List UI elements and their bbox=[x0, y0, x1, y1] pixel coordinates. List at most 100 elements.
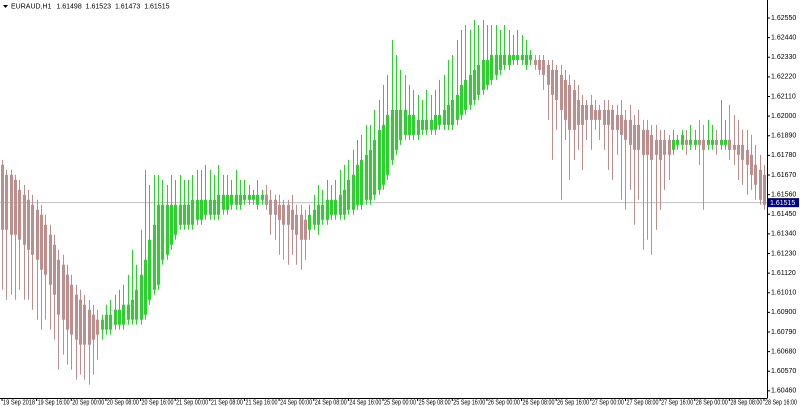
candle-body bbox=[96, 319, 99, 335]
candle-body bbox=[352, 174, 355, 210]
candle-body bbox=[720, 139, 723, 145]
candle-body bbox=[560, 74, 563, 110]
symbol-menu-arrow[interactable] bbox=[3, 5, 8, 8]
candle-body bbox=[637, 124, 640, 150]
candle-body bbox=[655, 139, 658, 155]
candle-body bbox=[187, 204, 190, 225]
candle-body bbox=[40, 214, 43, 270]
candle-body bbox=[642, 129, 645, 155]
candle-body bbox=[10, 174, 13, 235]
candle-body bbox=[663, 139, 666, 155]
header-open: 1.61498 bbox=[56, 3, 81, 10]
candle-body bbox=[521, 54, 524, 60]
candle-body bbox=[438, 114, 441, 125]
candle-body bbox=[373, 139, 376, 195]
candle-body bbox=[183, 204, 186, 225]
candle-body bbox=[754, 164, 757, 185]
candle-body bbox=[464, 79, 467, 110]
candle-body bbox=[101, 319, 104, 330]
candle-body bbox=[728, 139, 731, 150]
candle-body bbox=[230, 194, 233, 205]
candle-body bbox=[265, 194, 268, 205]
candle-body bbox=[135, 289, 138, 320]
candle-body bbox=[256, 194, 259, 205]
x-tick-label: 20 Sep 00:00 bbox=[72, 399, 104, 406]
candle-body bbox=[23, 194, 26, 245]
candle-body bbox=[321, 204, 324, 220]
candle-body bbox=[650, 134, 653, 160]
y-tick-label: 1.62330 bbox=[771, 54, 796, 61]
candle-body bbox=[330, 199, 333, 215]
candle-body bbox=[404, 109, 407, 135]
x-tick-label: 24 Sep 00:00 bbox=[280, 399, 312, 406]
candle-body bbox=[421, 119, 424, 130]
y-tick-label: 1.61670 bbox=[771, 172, 796, 179]
candle-body bbox=[243, 194, 246, 200]
candle-body bbox=[508, 54, 511, 65]
candle-body bbox=[451, 99, 454, 125]
x-tick-label: 19 Sep 2018 bbox=[3, 399, 35, 406]
y-tick-label: 1.60570 bbox=[771, 368, 796, 375]
x-tick-label: 21 Sep 08:00 bbox=[211, 399, 243, 406]
candle-body bbox=[698, 139, 701, 145]
candle-body bbox=[222, 194, 225, 210]
candle-body bbox=[339, 194, 342, 215]
candle-body bbox=[568, 84, 571, 130]
candle-body bbox=[144, 259, 147, 315]
candle-body bbox=[711, 139, 714, 145]
candle-body bbox=[347, 179, 350, 210]
candle-body bbox=[668, 139, 671, 155]
x-tick-label: 26 Sep 08:00 bbox=[523, 399, 555, 406]
candle-body bbox=[334, 199, 337, 215]
candle-body bbox=[360, 159, 363, 205]
candle-body bbox=[408, 114, 411, 135]
candle-body bbox=[598, 109, 601, 120]
candle-body bbox=[300, 214, 303, 240]
header-low: 1.61473 bbox=[115, 3, 140, 10]
x-tick-label: 21 Sep 00:00 bbox=[176, 399, 208, 406]
y-tick-label: 1.62110 bbox=[771, 93, 796, 100]
candle-body bbox=[447, 104, 450, 125]
candle-body bbox=[611, 109, 614, 130]
candle-body bbox=[317, 204, 320, 225]
candle-body bbox=[213, 199, 216, 215]
y-tick-label: 1.61230 bbox=[771, 250, 796, 257]
candle-body bbox=[741, 144, 744, 160]
candle-body bbox=[18, 189, 21, 240]
candle-body bbox=[551, 69, 554, 95]
candle-body bbox=[555, 69, 558, 100]
candle-body bbox=[412, 114, 415, 135]
candle-body bbox=[512, 54, 515, 60]
candle-body bbox=[57, 259, 60, 315]
y-tick-label: 1.60680 bbox=[771, 348, 796, 355]
x-tick-label: 19 Sep 16:00 bbox=[38, 399, 70, 406]
x-tick-label: 27 Sep 16:00 bbox=[661, 399, 693, 406]
candle-body bbox=[313, 209, 316, 225]
candle-body bbox=[282, 204, 285, 225]
x-tick-label: 28 Sep 08:00 bbox=[730, 399, 762, 406]
candle-body bbox=[365, 154, 368, 200]
candle-body bbox=[759, 169, 762, 200]
candle-body bbox=[226, 194, 229, 210]
candle-body bbox=[746, 149, 749, 165]
y-tick-label: 1.60790 bbox=[771, 329, 796, 336]
candle-body bbox=[308, 214, 311, 230]
candle-body bbox=[36, 209, 39, 260]
candle-body bbox=[287, 204, 290, 225]
x-tick-label: 28 Sep 16:00 bbox=[765, 399, 797, 406]
candle-body bbox=[239, 194, 242, 205]
candle-body bbox=[460, 84, 463, 115]
candle-body bbox=[269, 199, 272, 215]
candle-body bbox=[261, 194, 264, 200]
candle-body bbox=[291, 209, 294, 230]
candle-body bbox=[83, 304, 86, 345]
y-tick-label: 1.61560 bbox=[771, 191, 796, 198]
candle-body bbox=[53, 244, 56, 295]
candle-body bbox=[27, 199, 30, 250]
candle-body bbox=[620, 114, 623, 135]
candle-body bbox=[118, 309, 121, 325]
candle-body bbox=[343, 189, 346, 215]
candle-body bbox=[646, 129, 649, 155]
candle-body bbox=[127, 304, 130, 320]
